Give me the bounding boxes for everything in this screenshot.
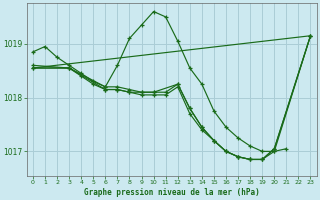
X-axis label: Graphe pression niveau de la mer (hPa): Graphe pression niveau de la mer (hPa) (84, 188, 260, 197)
